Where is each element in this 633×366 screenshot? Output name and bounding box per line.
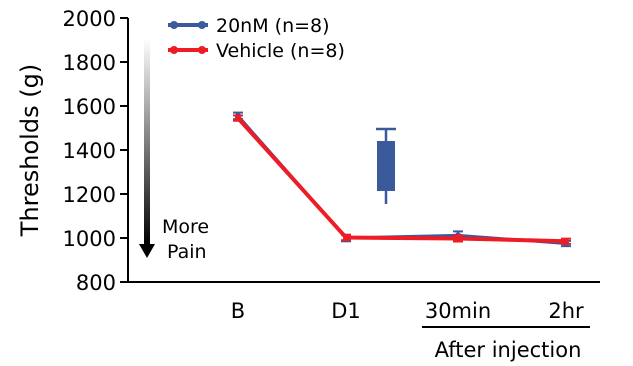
legend-label: Vehicle (n=8): [216, 40, 345, 62]
y-tick-label: 1400: [63, 139, 116, 163]
x-tick-label: B: [231, 299, 245, 323]
y-tick-label: 800: [76, 271, 116, 295]
axes: 800 1000 1200 1400 1600 1800 2000 Thresholds (g…: [16, 7, 600, 362]
data-point: [455, 235, 461, 242]
series-line: [236, 114, 567, 245]
y-tick-label: 1000: [63, 227, 116, 251]
legend-swatch-dot: [198, 46, 206, 54]
legend-swatch-dot: [198, 21, 206, 29]
x-tick-label: 2hr: [548, 299, 584, 323]
x-tick-label: 30min: [425, 299, 491, 323]
y-tick-label: 1600: [63, 95, 116, 119]
series-1: [233, 114, 571, 245]
syringe-icon: [376, 127, 396, 204]
legend-label: 20nM (n=8): [216, 15, 330, 37]
y-axis-label: Thresholds (g): [16, 64, 44, 237]
more-pain-arrow: More Pain: [139, 38, 209, 263]
bracket-label: After injection: [435, 338, 582, 362]
arrow-label-line1: More: [162, 216, 209, 238]
data-point: [563, 238, 569, 245]
arrow-head: [139, 244, 155, 258]
series-layer: [233, 111, 571, 248]
x-tick-label: D1: [331, 299, 361, 323]
legend: 20nM (n=8) Vehicle (n=8): [168, 15, 345, 62]
y-tick-label: 1800: [63, 51, 116, 75]
arrow-label-line2: Pain: [167, 241, 207, 263]
gradient-bar: [144, 38, 150, 244]
series-0: [233, 111, 571, 248]
series-line: [236, 116, 567, 244]
y-tick-label: 1200: [63, 183, 116, 207]
y-tick-label: 2000: [63, 7, 116, 31]
data-point: [343, 234, 349, 241]
data-point: [235, 115, 241, 122]
legend-swatch-dot: [170, 46, 178, 54]
legend-swatch-dot: [170, 21, 178, 29]
